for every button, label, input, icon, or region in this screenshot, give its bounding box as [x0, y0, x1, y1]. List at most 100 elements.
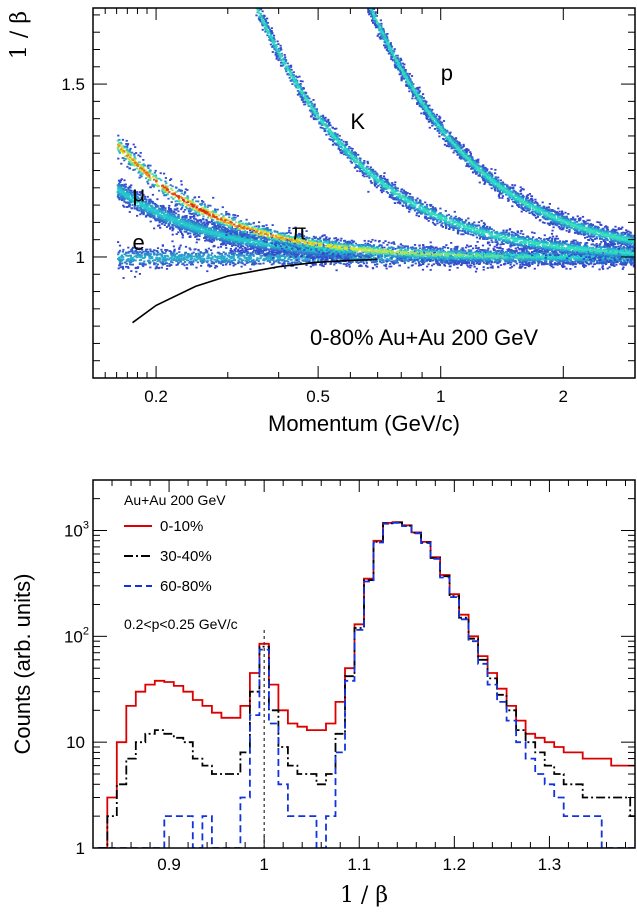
density-cell: [333, 251, 336, 254]
density-cell: [143, 253, 146, 255]
density-cell: [140, 251, 143, 254]
density-cell: [496, 262, 499, 265]
density-cell: [350, 250, 353, 253]
density-cell: [512, 257, 515, 259]
density-cell: [383, 246, 386, 249]
density-cell: [307, 253, 310, 256]
density-cell: [537, 262, 540, 265]
density-cell: [491, 266, 494, 269]
density-cell: [185, 259, 189, 261]
density-cell: [305, 250, 308, 252]
density-cell: [186, 226, 189, 228]
density-cell: [245, 252, 249, 255]
density-cell: [467, 265, 470, 268]
density-cell: [515, 250, 518, 253]
density-cell: [298, 244, 301, 247]
density-cell: [179, 221, 182, 224]
density-cell: [308, 255, 311, 258]
density-cell: [486, 261, 489, 264]
density-cell: [595, 246, 598, 249]
density-cell: [186, 255, 189, 258]
density-cell: [171, 261, 174, 264]
density-cell: [213, 234, 217, 237]
density-cell: [218, 253, 221, 255]
density-cell: [171, 224, 174, 226]
density-cell: [266, 254, 269, 257]
density-cell: [196, 238, 199, 241]
density-cell: [195, 235, 198, 237]
density-cell: [214, 256, 217, 258]
density-cell: [346, 255, 349, 258]
density-cell: [179, 255, 182, 258]
density-cell: [240, 245, 243, 247]
density-cell: [130, 261, 133, 264]
density-cell: [602, 268, 605, 270]
density-cell: [320, 253, 323, 256]
density-cell: [117, 193, 120, 196]
density-cell: [269, 245, 272, 247]
density-cell: [292, 254, 295, 257]
density-cell: [170, 264, 173, 266]
density-cell: [130, 270, 133, 272]
density-cell: [207, 257, 210, 259]
density-cell: [168, 204, 171, 207]
density-cell: [189, 232, 192, 235]
density-cell: [308, 257, 312, 260]
density-cell: [263, 253, 266, 256]
density-cell: [162, 257, 165, 259]
density-cell: [229, 240, 232, 243]
density-cell: [192, 251, 195, 254]
density-cell: [217, 255, 220, 258]
density-cell: [133, 255, 136, 258]
density-cell: [322, 245, 325, 248]
density-cell: [116, 184, 119, 187]
density-cell: [338, 261, 341, 264]
density-cell: [122, 277, 125, 279]
density-cell: [121, 191, 124, 194]
density-cell: [198, 253, 201, 256]
density-cell: [143, 195, 146, 198]
density-cell: [142, 213, 145, 216]
density-cell: [189, 223, 192, 225]
density-cell: [322, 254, 325, 257]
density-cell: [359, 254, 362, 257]
density-cell: [268, 259, 271, 262]
density-cell: [119, 190, 123, 193]
density-cell: [144, 202, 148, 204]
density-cell: [482, 268, 485, 271]
density-cell: [247, 261, 250, 264]
density-cell: [311, 258, 315, 261]
density-cell: [215, 235, 218, 238]
density-cell: [622, 266, 625, 269]
density-cell: [244, 238, 247, 241]
density-cell: [311, 249, 314, 252]
density-cell: [357, 262, 360, 264]
density-cell: [358, 265, 361, 267]
density-cell: [223, 238, 226, 241]
density-cell: [269, 256, 272, 259]
density-cell: [359, 264, 362, 267]
density-cell: [236, 256, 239, 259]
density-cell: [133, 194, 137, 196]
density-cell: [192, 259, 195, 262]
density-cell: [422, 251, 425, 253]
density-cell: [464, 250, 467, 253]
density-cell: [149, 254, 152, 257]
density-cell: [139, 205, 142, 208]
density-cell: [403, 262, 406, 264]
density-cell: [200, 258, 203, 261]
density-cell: [146, 195, 149, 198]
density-cell: [260, 240, 263, 242]
density-cell: [203, 237, 206, 239]
density-cell: [171, 240, 174, 243]
density-cell: [245, 254, 248, 256]
density-cell: [128, 203, 131, 206]
density-cell: [295, 256, 298, 258]
density-cell: [178, 248, 181, 250]
density-cell: [465, 252, 468, 255]
density-cell: [491, 265, 494, 268]
density-cell: [277, 256, 280, 259]
density-cell: [157, 215, 161, 217]
density-cell: [324, 253, 327, 256]
density-cell: [255, 253, 258, 255]
